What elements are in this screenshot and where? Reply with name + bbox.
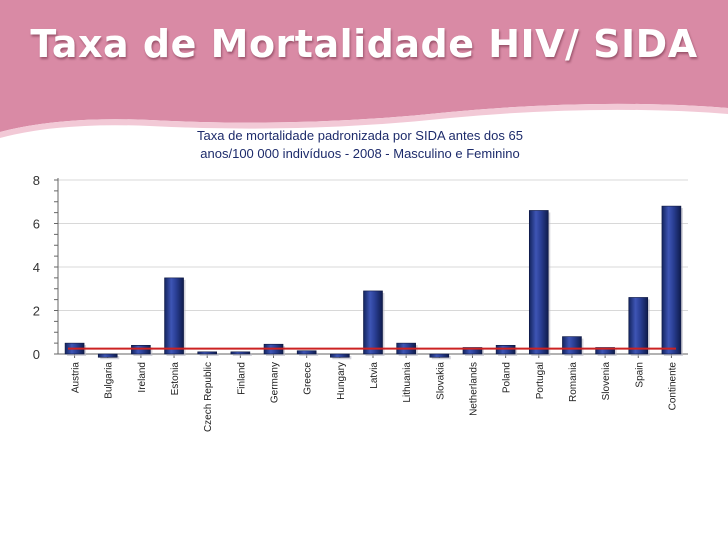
x-tick-label: Spain xyxy=(634,362,645,388)
y-tick-label: 0 xyxy=(33,347,40,362)
y-tick-label: 8 xyxy=(33,173,40,188)
x-tick-label: Ireland xyxy=(137,362,148,393)
bar-hungary xyxy=(330,353,350,358)
bar-shadow xyxy=(232,353,252,356)
x-tick-label: Lithuania xyxy=(402,362,413,403)
x-tick-label: Austria xyxy=(71,362,82,394)
chart-title: Taxa de mortalidade padronizada por SIDA… xyxy=(130,127,590,163)
x-tick-label: Slovenia xyxy=(601,362,612,401)
bar-netherlands xyxy=(462,347,483,355)
title-banner xyxy=(0,0,728,138)
bar-continente xyxy=(661,205,682,355)
x-tick-label: Greece xyxy=(303,362,314,395)
x-tick-label: Finland xyxy=(236,362,247,395)
bar-romania xyxy=(562,336,582,355)
x-tick-label: Portugal xyxy=(535,362,546,399)
x-tick-label: Slovakia xyxy=(435,362,446,400)
y-tick-label: 6 xyxy=(33,217,40,232)
x-tick-label: Poland xyxy=(502,362,513,393)
chart-title-line-1: Taxa de mortalidade padronizada por SIDA… xyxy=(197,128,523,143)
x-tick-label: Bulgaria xyxy=(104,362,115,399)
y-tick-label: 2 xyxy=(33,304,40,319)
bar-portugal xyxy=(528,210,549,355)
x-tick-label: Latvia xyxy=(369,362,380,389)
x-tick-label: Germany xyxy=(270,362,281,403)
slide-title: Taxa de Mortalidade HIV/ SIDA xyxy=(30,22,698,66)
x-tick-label: Hungary xyxy=(336,362,347,400)
x-tick-label: Estonia xyxy=(170,362,181,396)
x-tick-label: Netherlands xyxy=(468,362,479,416)
bar-shadow xyxy=(332,356,352,360)
bar-shadow xyxy=(431,356,451,360)
x-tick-label: Continente xyxy=(667,362,678,411)
bar-slovenia xyxy=(595,347,615,355)
x-tick-label: Czech Republic xyxy=(203,362,214,432)
bar-shadow xyxy=(100,356,120,360)
bar-shadow xyxy=(199,353,219,356)
bar-finland xyxy=(230,351,251,355)
bar-poland xyxy=(495,344,516,355)
bar-slovakia xyxy=(429,353,450,358)
bar-greece xyxy=(296,350,317,355)
bar-latvia xyxy=(363,290,383,355)
bar-estonia xyxy=(164,277,184,355)
x-tick-label: Romania xyxy=(568,362,579,402)
bar-spain xyxy=(628,297,649,355)
bar-czech-republic xyxy=(197,351,218,355)
bar-shadow xyxy=(299,352,319,356)
y-tick-label: 4 xyxy=(33,260,40,275)
bar-ireland xyxy=(131,344,151,355)
chart-title-line-2: anos/100 000 indivíduos - 2008 - Masculi… xyxy=(200,146,520,161)
bar-bulgaria xyxy=(97,353,118,358)
